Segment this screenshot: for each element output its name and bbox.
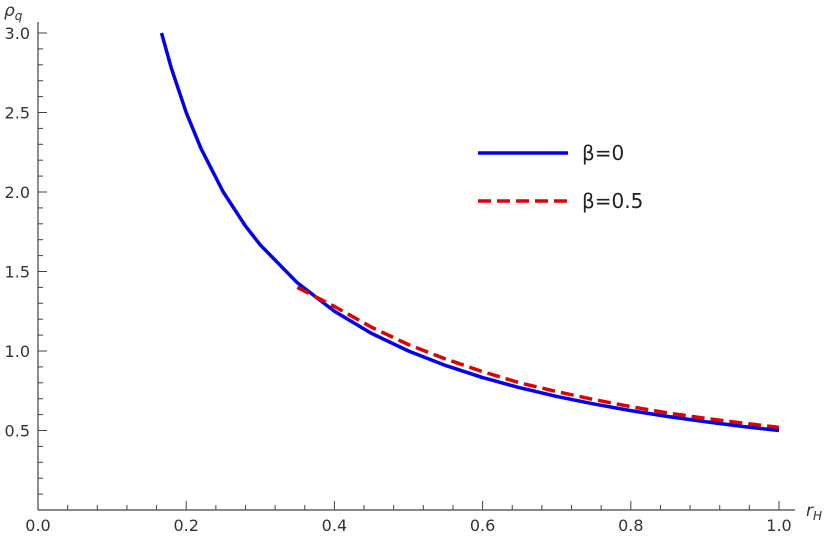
series-line-1	[296, 285, 780, 430]
legend-item-beta-0-5: β=0.5	[478, 189, 643, 213]
legend: β=0 β=0.5	[478, 141, 643, 213]
y-tick-label: 1.5	[5, 263, 30, 282]
x-tick-label: 0.8	[618, 516, 643, 535]
y-tick-label: 3.0	[5, 24, 30, 43]
y-axis-label: ρq	[4, 1, 23, 23]
legend-item-beta-0: β=0	[478, 141, 624, 165]
legend-label-beta-0: β=0	[582, 141, 624, 165]
x-tick-label: 0.6	[470, 516, 495, 535]
tick-labels: 0.0 0.2 0.4 0.6 0.8 1.0 0.5 1.0 1.5 2.0 2.5 3.0	[5, 24, 792, 535]
axes	[37, 22, 795, 511]
y-tick-label: 2.5	[5, 104, 30, 123]
y-tick-label: 1.0	[5, 342, 30, 361]
series-line-0	[159, 32, 780, 433]
ticks	[37, 32, 780, 510]
series-group	[159, 32, 780, 433]
x-axis-label: rH	[806, 501, 822, 523]
y-tick-label: 2.0	[5, 183, 30, 202]
x-tick-label: 0.4	[322, 516, 347, 535]
x-tick-label: 1.0	[766, 516, 791, 535]
x-tick-label: 0.0	[25, 516, 50, 535]
y-tick-label: 0.5	[5, 422, 30, 441]
legend-label-beta-0-5: β=0.5	[582, 189, 643, 213]
x-tick-label: 0.2	[173, 516, 198, 535]
